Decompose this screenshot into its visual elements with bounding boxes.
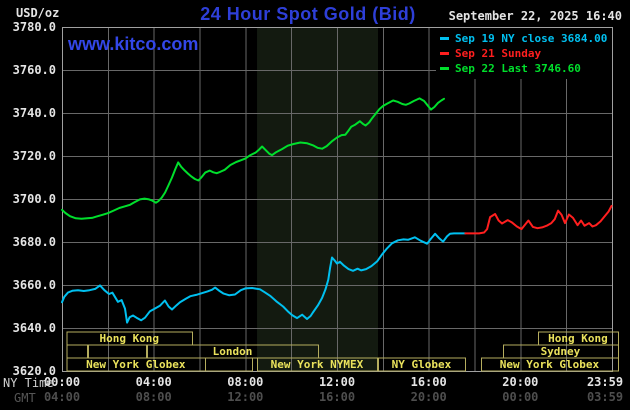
legend-dash-sep22-icon [440, 67, 449, 70]
session-box-pre-london-1 [66, 344, 88, 359]
x-tick-ny-16: 16:00 [410, 375, 447, 389]
x-tick-gmt-20: 00:00 [502, 390, 539, 404]
x-tick-gmt-4: 08:00 [135, 390, 172, 404]
session-label-new-york-globex-late: New York Globex [500, 358, 600, 371]
legend-label-sep22: Sep 22 Last 3746.60 [455, 62, 581, 75]
x-tick-gmt-12: 16:00 [318, 390, 356, 404]
x-tick-gmt-16: 20:00 [410, 390, 447, 404]
x-axis-row-label-ny-time: NY Time [3, 376, 54, 390]
legend-backdrop [436, 28, 613, 79]
y-tick-3720.0: 3720.0 [12, 149, 56, 163]
x-tick-ny-0: 00:00 [43, 375, 81, 389]
session-box-new-york-nymex [257, 357, 378, 372]
session-label-hong-kong-early: Hong Kong [99, 332, 159, 345]
session-box-ny-globex [378, 357, 466, 372]
y-tick-3740.0: 3740.0 [12, 106, 56, 120]
x-tick-ny-8: 08:00 [227, 375, 264, 389]
x-tick-ny-12: 12:00 [318, 375, 356, 389]
x-axis-row-label-gmt: GMT [14, 391, 36, 405]
x-tick-gmt-0: 04:00 [43, 390, 81, 404]
session-label-new-york-globex-early: New York Globex [86, 358, 186, 371]
session-box-globex-extension [205, 357, 253, 372]
y-tick-3760.0: 3760.0 [12, 63, 56, 77]
legend: Sep 19 NY close 3684.00 Sep 21 Sunday Se… [440, 31, 607, 76]
kitco-watermark-link[interactable]: www.kitco.com [68, 34, 199, 54]
price-series-0 [61, 232, 467, 324]
x-tick-ny-24: 23:59 [586, 375, 624, 389]
legend-label-sep19: Sep 19 NY close 3684.00 [455, 32, 608, 45]
y-tick-3660.0: 3660.0 [12, 278, 56, 292]
y-tick-3780.0: 3780.0 [12, 20, 56, 34]
y-tick-3620.0: 3620.0 [12, 364, 56, 378]
session-label-new-york-nymex: New York NYMEX [271, 358, 364, 371]
legend-dash-sep21-icon [440, 52, 449, 55]
session-label-sydney: Sydney [541, 345, 581, 358]
session-box-pre-london-2 [87, 344, 148, 359]
x-tick-ny-4: 04:00 [135, 375, 172, 389]
legend-item-sep22: Sep 22 Last 3746.60 [440, 61, 607, 76]
gridlines [62, 27, 612, 371]
legend-item-sep21: Sep 21 Sunday [440, 46, 607, 61]
unit-label: USD/oz [16, 6, 60, 20]
chart-datetime: September 22, 2025 16:40 [448, 9, 622, 23]
session-label-london: London [213, 345, 253, 358]
legend-label-sep21: Sep 21 Sunday [455, 47, 542, 60]
y-tick-3700.0: 3700.0 [12, 192, 56, 206]
x-tick-gmt-8: 12:00 [227, 390, 264, 404]
session-label-hong-kong-late: Hong Kong [548, 332, 608, 345]
x-tick-gmt-24: 03:59 [586, 390, 624, 404]
legend-dash-sep19-icon [440, 37, 449, 40]
price-series-1 [464, 204, 613, 235]
y-tick-3680.0: 3680.0 [12, 235, 56, 249]
legend-item-sep19: Sep 19 NY close 3684.00 [440, 31, 607, 46]
x-tick-ny-20: 20:00 [502, 375, 539, 389]
session-box-new-york-globex-late [480, 357, 619, 372]
price-series-2 [61, 97, 445, 220]
y-tick-3640.0: 3640.0 [12, 321, 56, 335]
session-label-ny-globex: NY Globex [392, 358, 452, 371]
page-title: 24 Hour Spot Gold (Bid) [200, 4, 416, 24]
